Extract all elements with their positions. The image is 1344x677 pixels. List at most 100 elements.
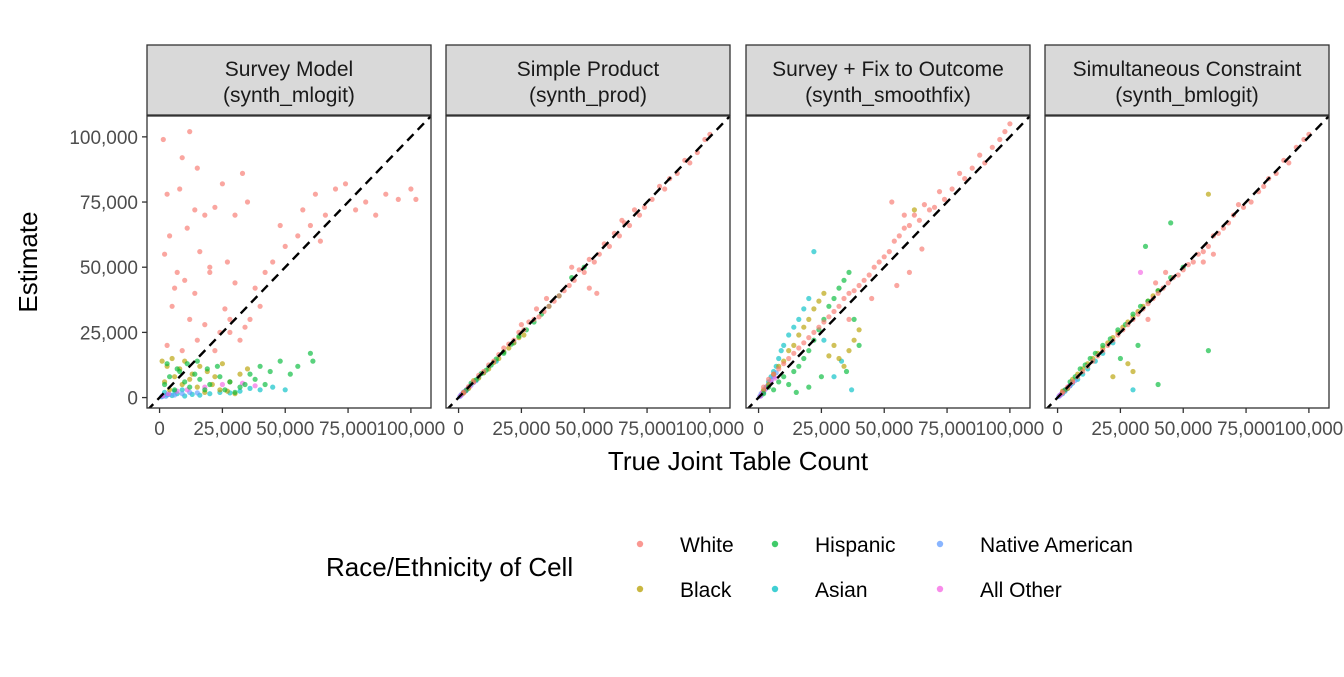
data-point-white: [543, 295, 550, 302]
data-point-white: [408, 186, 414, 192]
data-point-white: [202, 212, 208, 218]
x-tick-label: 75,000: [918, 419, 976, 440]
data-point-hispanic: [167, 374, 173, 380]
data-point-asian: [247, 385, 253, 391]
data-point-white: [826, 314, 832, 320]
data-point-asian: [179, 387, 185, 393]
data-point-white: [307, 222, 313, 229]
panel-title-line1: Survey Model: [225, 58, 353, 81]
data-point-black: [1130, 368, 1136, 375]
data-point-hispanic: [187, 384, 193, 390]
data-point-black: [801, 324, 807, 330]
data-point-white: [182, 277, 188, 283]
panel-border: [445, 115, 731, 409]
panel-3: Survey + Fix to Outcome (synth_smoothfix)…: [745, 44, 1044, 440]
data-point-asian: [270, 384, 276, 390]
legend-item-black: Black: [636, 579, 732, 602]
data-point-white: [413, 196, 419, 202]
data-point-white: [207, 269, 213, 275]
x-tick-label: 75,000: [618, 419, 676, 440]
data-point-hispanic: [204, 366, 210, 372]
data-point-hispanic: [174, 366, 180, 372]
data-point-white: [167, 233, 173, 239]
data-point-white: [919, 246, 925, 252]
x-tick-label: 50,000: [1154, 419, 1212, 440]
data-point-hispanic: [262, 381, 268, 388]
data-point-white: [179, 348, 185, 354]
data-point-asian: [776, 355, 782, 362]
data-point-hispanic: [242, 381, 248, 388]
data-point-white: [766, 376, 772, 382]
data-point-black: [836, 355, 842, 362]
legend-item-white: White: [636, 534, 734, 557]
data-point-white: [796, 345, 802, 351]
data-point-white: [373, 212, 379, 218]
data-point-white: [536, 314, 542, 320]
x-tick-label: 50,000: [855, 419, 913, 440]
data-point-white: [518, 322, 525, 328]
data-point-asian: [1130, 387, 1136, 393]
data-point-hispanic: [1142, 243, 1149, 249]
data-point-white: [926, 207, 933, 213]
data-point-white: [569, 264, 575, 270]
data-point-black: [194, 384, 200, 390]
data-point-white: [619, 217, 625, 223]
data-point-white: [212, 204, 218, 210]
panel-strip: [1044, 44, 1330, 116]
y-tick-label: 100,000: [69, 128, 138, 149]
data-point-white: [761, 384, 767, 390]
data-point-native-american: [179, 391, 185, 397]
data-point-hispanic: [197, 376, 203, 382]
data-point-hispanic: [771, 387, 777, 393]
data-point-white: [631, 207, 638, 213]
data-point-white: [546, 303, 552, 309]
data-point-white: [317, 238, 323, 244]
data-point-hispanic: [214, 363, 220, 369]
data-point-white: [244, 199, 251, 205]
data-point-white: [657, 183, 663, 189]
panel-4: Simultaneous Constraint (synth_bmlogit) 0 2…: [1044, 44, 1343, 440]
data-point-white: [194, 337, 200, 343]
data-point-hispanic: [257, 363, 263, 369]
data-point-white: [846, 290, 852, 296]
data-point-white: [174, 269, 180, 275]
data-point-white: [270, 259, 276, 265]
data-point-white: [1163, 269, 1169, 275]
x-tick-label: 0: [753, 419, 764, 440]
data-point-white: [977, 152, 983, 158]
data-point-white: [252, 285, 258, 291]
data-point-white: [164, 191, 170, 197]
panel-points: [757, 121, 1013, 399]
data-point-black: [1125, 361, 1131, 367]
data-point-asian: [778, 348, 784, 354]
x-tick-label: 25,000: [193, 419, 251, 440]
data-point-white: [1205, 243, 1211, 249]
legend-item-hispanic: Hispanic: [771, 534, 896, 557]
data-point-all-other: [165, 391, 171, 397]
legend-key: [936, 540, 944, 548]
data-point-hispanic: [781, 374, 787, 380]
data-point-hispanic: [267, 368, 273, 375]
data-point-white: [861, 277, 867, 283]
data-point-white: [207, 264, 213, 270]
data-point-hispanic: [194, 358, 200, 364]
data-point-hispanic: [791, 368, 797, 375]
data-point-white: [1185, 262, 1191, 268]
data-point-white: [342, 181, 349, 187]
data-point-white: [262, 269, 268, 275]
data-point-white: [247, 316, 253, 322]
data-point-black: [831, 342, 837, 348]
data-point-white: [906, 269, 913, 275]
data-point-hispanic: [836, 285, 842, 291]
legend-title: Race/Ethnicity of Cell: [326, 552, 573, 582]
data-point-white: [353, 207, 359, 213]
data-point-white: [1286, 160, 1292, 166]
data-point-white: [1200, 249, 1206, 255]
data-point-black: [846, 348, 852, 354]
data-point-hispanic: [818, 374, 825, 380]
data-point-asian: [257, 387, 263, 393]
panel-strip: [445, 44, 731, 116]
data-point-black: [806, 316, 812, 322]
